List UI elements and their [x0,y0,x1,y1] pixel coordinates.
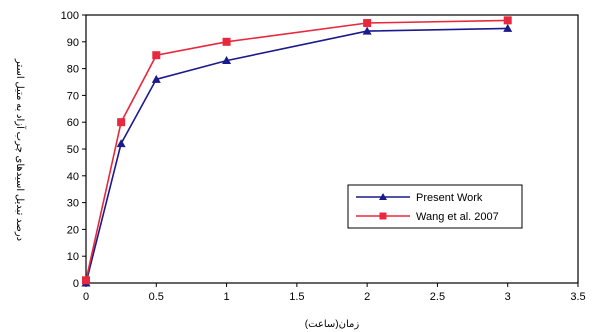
data-point-wang [152,51,161,60]
x-axis: 0 0.5 1 1.5 2 2.5 3 3.5 [83,283,586,303]
legend-label-wang: Wang et al. 2007 [416,211,499,223]
y-tick-label: 100 [61,10,79,22]
x-tick-label: 3.5 [570,291,585,303]
y-tick-label: 0 [73,278,79,290]
y-tick-label: 20 [67,224,79,236]
x-axis-title: زمان(ساعت) [305,319,360,330]
series-layer [81,16,513,287]
x-tick-label: 2 [364,291,370,303]
x-tick-label: 3 [505,291,511,303]
x-tick-label: 0 [83,291,89,303]
y-tick-label: 90 [67,37,79,49]
x-tick-label: 1 [224,291,230,303]
data-point-wang [503,16,512,25]
legend-box [347,184,523,229]
y-axis-title: درصد تبدیل اسیدهای چرب آزاد به متیل استر [14,58,27,241]
data-point-wang [117,118,126,127]
series-line-0 [85,27,508,284]
y-tick-label: 50 [67,144,79,156]
y-axis: 0 10 20 30 40 50 60 70 80 90 100 [61,10,86,290]
legend: Present Work Wang et al. 2007 [347,184,523,229]
data-point-wang [363,19,372,28]
data-point-present-work [151,74,161,83]
y-tick-label: 10 [67,251,79,263]
data-point-present-work [222,56,232,65]
y-tick-label: 60 [67,117,79,129]
plot-area [85,14,579,284]
data-point-present-work [362,26,372,35]
series-line-1 [85,19,508,281]
x-tick-label: 1.5 [289,291,304,303]
data-point-present-work [503,23,513,32]
legend-marker-present-work [379,193,387,200]
y-tick-label: 70 [67,90,79,102]
data-point-wang [82,276,90,285]
y-tick-label: 30 [67,198,79,210]
y-tick-label: 40 [67,171,79,183]
data-point-present-work [116,139,126,148]
y-tick-label: 80 [67,64,79,76]
data-point-wang [222,37,231,46]
x-tick-label: 0.5 [149,291,164,303]
x-tick-label: 2.5 [430,291,445,303]
legend-marker-wang [379,212,387,220]
legend-label-present-work: Present Work [416,192,483,204]
